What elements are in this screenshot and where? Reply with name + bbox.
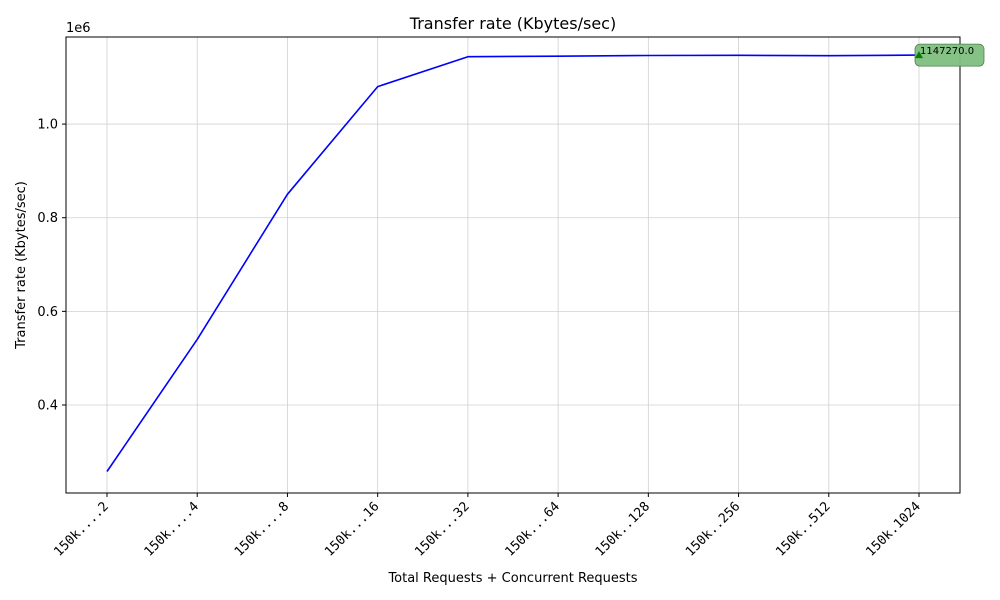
annotation: 1147270.0: [914, 43, 985, 67]
x-tick-label: 150k....8: [232, 499, 292, 559]
x-tick-label: 150k..512: [773, 499, 833, 559]
x-tick-label: 150k..128: [593, 499, 653, 559]
y-tick-label: 0.6: [37, 305, 58, 320]
x-tick-label: 150k....4: [142, 499, 203, 560]
series-line: [106, 54, 920, 472]
peak-marker: [915, 51, 923, 59]
y-tick-label: 0.8: [37, 211, 58, 226]
y-axis-offset-label: 1e6: [66, 21, 91, 36]
y-tick-label: 1.0: [37, 118, 58, 133]
x-tick-label: 150k.1024: [863, 499, 924, 560]
x-tick-label: 150k..256: [683, 499, 743, 559]
y-tick-label: 0.4: [37, 398, 58, 413]
x-tick-label: 150k...64: [503, 499, 564, 560]
grid: [66, 37, 960, 493]
plot-frame: [65, 36, 961, 494]
series-layer: [106, 54, 920, 472]
annotation-label: 1147270.0: [920, 46, 974, 57]
annotation-box: [914, 43, 985, 67]
x-tick-label: 150k....2: [51, 499, 111, 559]
y-ticks: 0.4 0.6 0.8 1.0: [37, 118, 66, 413]
x-tick-label: 150k...16: [322, 499, 382, 559]
x-axis-label: Total Requests + Concurrent Requests: [387, 571, 637, 586]
x-ticks: 150k....2 150k....4 150k....8 150k...16 150k…: [51, 493, 924, 560]
chart-title: Transfer rate (Kbytes/sec): [409, 14, 616, 33]
y-axis-label: Transfer rate (Kbytes/sec): [14, 181, 29, 350]
x-tick-label: 150k...32: [412, 499, 472, 559]
